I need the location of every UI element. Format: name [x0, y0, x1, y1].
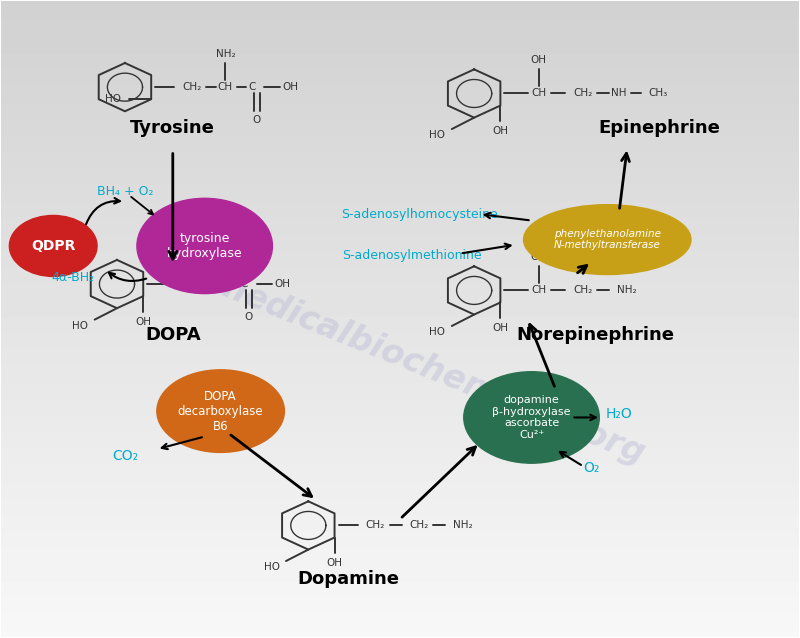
- Ellipse shape: [157, 370, 285, 452]
- Text: Norepinephrine: Norepinephrine: [516, 326, 674, 344]
- Text: OH: OH: [274, 279, 290, 289]
- Text: CH: CH: [531, 89, 546, 98]
- Text: DOPA: DOPA: [145, 326, 201, 344]
- Text: NH₂: NH₂: [617, 285, 636, 295]
- Text: O: O: [252, 115, 261, 125]
- Text: CH₂: CH₂: [182, 82, 202, 92]
- Text: HO: HO: [105, 94, 121, 104]
- Text: CH₂: CH₂: [366, 521, 385, 530]
- Text: CH₂: CH₂: [174, 279, 194, 289]
- Text: CO₂: CO₂: [112, 449, 138, 463]
- Text: O: O: [245, 312, 253, 322]
- Text: CH₂: CH₂: [410, 521, 429, 530]
- Text: phenylethanolamine
N-methyltransferase: phenylethanolamine N-methyltransferase: [554, 229, 661, 250]
- Ellipse shape: [464, 372, 599, 463]
- Text: themedicalbiochemistry.org: themedicalbiochemistry.org: [150, 243, 650, 471]
- Text: CH₃: CH₃: [649, 89, 668, 98]
- Text: BH₄ + O₂: BH₄ + O₂: [97, 186, 154, 198]
- Text: HO: HO: [264, 562, 280, 572]
- Text: H₂O: H₂O: [606, 407, 633, 421]
- Text: OH: OH: [326, 558, 342, 568]
- Text: tyrosine
hydroxylase: tyrosine hydroxylase: [167, 232, 242, 260]
- Text: NH₂: NH₂: [215, 49, 235, 59]
- Ellipse shape: [523, 205, 691, 274]
- Text: C: C: [241, 279, 248, 289]
- Text: NH₂: NH₂: [453, 521, 473, 530]
- Text: OH: OH: [530, 56, 546, 66]
- Text: Tyrosine: Tyrosine: [130, 119, 215, 137]
- Text: 4α-BH₂: 4α-BH₂: [51, 271, 94, 284]
- Text: HO: HO: [430, 130, 446, 140]
- Text: OH: OH: [530, 253, 546, 262]
- Text: C: C: [249, 82, 256, 92]
- Text: OH: OH: [282, 82, 298, 92]
- Text: dopamine
β-hydroxylase
ascorbate
Cu²⁺: dopamine β-hydroxylase ascorbate Cu²⁺: [492, 395, 570, 440]
- Ellipse shape: [137, 198, 273, 293]
- Text: QDPR: QDPR: [31, 239, 75, 253]
- Text: HO: HO: [72, 321, 88, 331]
- Text: S-adenosylmethionine: S-adenosylmethionine: [342, 249, 482, 262]
- Text: S-adenosylhomocysteine: S-adenosylhomocysteine: [342, 208, 498, 221]
- Text: Epinephrine: Epinephrine: [598, 119, 720, 137]
- Text: NH: NH: [611, 89, 627, 98]
- Text: Dopamine: Dopamine: [297, 570, 399, 588]
- Text: OH: OH: [135, 316, 151, 327]
- Text: HO: HO: [430, 327, 446, 338]
- Text: CH₂: CH₂: [573, 285, 592, 295]
- Text: O₂: O₂: [583, 461, 599, 475]
- Text: CH₂: CH₂: [573, 89, 592, 98]
- Text: DOPA
decarboxylase
B6: DOPA decarboxylase B6: [178, 390, 263, 433]
- Text: CH: CH: [218, 82, 233, 92]
- Ellipse shape: [10, 216, 97, 276]
- Text: CH: CH: [210, 279, 225, 289]
- Text: CH: CH: [531, 285, 546, 295]
- Text: NH₂: NH₂: [208, 246, 227, 256]
- Text: OH: OH: [492, 126, 508, 136]
- Text: OH: OH: [492, 323, 508, 333]
